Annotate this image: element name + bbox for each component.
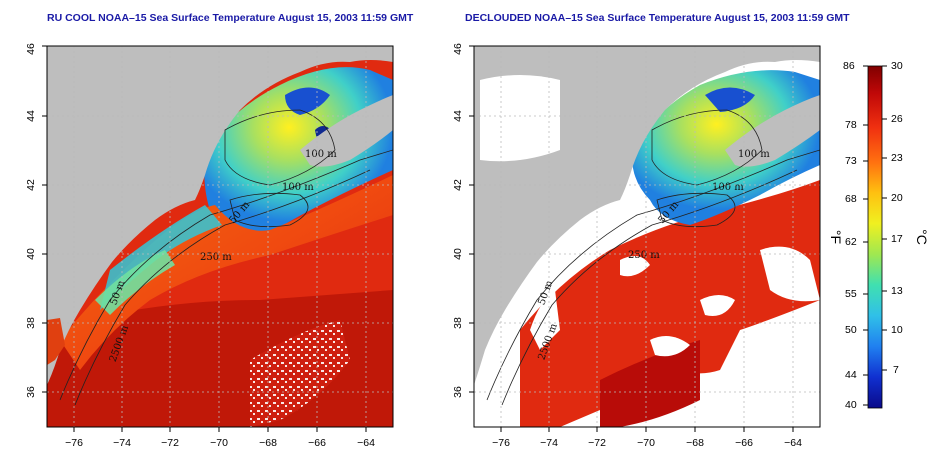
y-tick: 46 <box>25 43 37 55</box>
colorbar-c-tick: 20 <box>891 192 903 204</box>
right-frame <box>473 45 821 428</box>
colorbar-f-tick: 68 <box>845 193 857 205</box>
left-grid <box>47 46 393 427</box>
y-tick: 38 <box>25 317 37 329</box>
right-map: 100 m 100 m 50 m 250 m 50 m 2500 m <box>474 46 820 427</box>
fahrenheit-unit-label: °F <box>828 229 844 245</box>
colorbar-scale <box>867 65 883 409</box>
y-tick: 42 <box>25 179 37 191</box>
celsius-unit-label: °C <box>914 229 930 245</box>
colorbar-f-tick: 78 <box>845 119 857 131</box>
left-frame <box>46 45 394 428</box>
x-tick: −76 <box>492 437 510 449</box>
contour-label: 100 m <box>712 182 744 193</box>
y-tick: 36 <box>25 386 37 398</box>
y-tick: 36 <box>452 386 464 398</box>
bathymetry-contours <box>486 109 820 406</box>
gulf-of-maine-cool-water <box>631 70 820 226</box>
contour-label: 100 m <box>305 149 337 160</box>
gulf-of-maine-cool-water <box>204 67 393 239</box>
colorbar-c-tick: 30 <box>891 60 903 72</box>
contour-label: 250 m <box>200 252 232 263</box>
contour-label: 100 m <box>282 182 314 193</box>
y-tick: 40 <box>452 248 464 260</box>
land-mass <box>47 46 393 385</box>
colorbar-f-tick: 50 <box>845 324 857 336</box>
ocean-area <box>520 180 820 427</box>
y-tick: 42 <box>452 179 464 191</box>
x-tick: −68 <box>259 437 277 449</box>
x-tick: −76 <box>65 437 83 449</box>
x-tick: −72 <box>588 437 606 449</box>
contour-label: 250 m <box>628 250 660 261</box>
bathymetry-contours <box>59 109 393 406</box>
colorbar-c-tick: 23 <box>891 152 903 164</box>
land-mass <box>474 46 820 385</box>
colorbar-c-tick: 10 <box>891 324 903 336</box>
y-tick: 40 <box>25 248 37 260</box>
x-tick: −66 <box>308 437 326 449</box>
contour-label: 100 m <box>738 149 770 160</box>
x-tick: −64 <box>357 437 375 449</box>
x-tick: −74 <box>540 437 558 449</box>
y-tick: 44 <box>452 110 464 122</box>
x-tick: −64 <box>784 437 802 449</box>
right-grid <box>474 46 820 427</box>
right-map-title: DECLOUDED NOAA–15 Sea Surface Temperatur… <box>465 12 850 24</box>
x-tick: −74 <box>113 437 131 449</box>
colorbar-c-tick: 7 <box>893 364 899 376</box>
colorbar-f-tick: 86 <box>843 60 855 72</box>
colorbar-c-tick: 17 <box>891 233 903 245</box>
colorbar-f-tick: 55 <box>845 288 857 300</box>
left-map-title: RU COOL NOAA–15 Sea Surface Temperature … <box>47 12 414 24</box>
x-tick: −66 <box>735 437 753 449</box>
x-tick: −72 <box>161 437 179 449</box>
x-tick: −70 <box>637 437 655 449</box>
colorbar-f-tick: 62 <box>845 236 857 248</box>
x-tick: −70 <box>210 437 228 449</box>
colorbar-f-tick: 73 <box>845 155 857 167</box>
colorbar-f-tick: 44 <box>845 369 857 381</box>
colorbar-c-tick: 13 <box>891 285 903 297</box>
x-tick: −68 <box>686 437 704 449</box>
y-tick: 38 <box>452 317 464 329</box>
left-map: 100 m 100 m 50 m 250 m 50 m 2500 m <box>47 46 393 427</box>
colorbar-f-tick: 40 <box>845 399 857 411</box>
y-tick: 46 <box>452 43 464 55</box>
y-tick: 44 <box>25 110 37 122</box>
colorbar-c-tick: 26 <box>891 113 903 125</box>
